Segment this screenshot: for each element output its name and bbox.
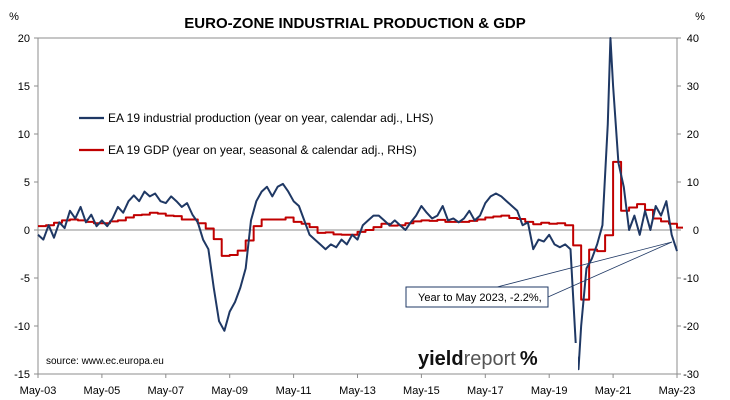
right-tick-label: -30 (683, 369, 699, 381)
right-tick-label: -10 (683, 273, 699, 285)
x-tick-label: May-19 (531, 385, 568, 397)
x-tick-label: May-09 (211, 385, 248, 397)
chart-title: EURO-ZONE INDUSTRIAL PRODUCTION & GDP (184, 15, 525, 32)
right-tick-label: -20 (683, 321, 699, 333)
left-tick-label: 15 (18, 81, 30, 93)
left-tick-label: 10 (18, 129, 30, 141)
series-line-industrial-production (37, 37, 678, 371)
legend-label-ip: EA 19 industrial production (year on yea… (108, 111, 434, 125)
series-layer (37, 37, 683, 371)
annotation-leader-1 (547, 241, 673, 298)
left-tick-label: 5 (24, 177, 30, 189)
source-note: source: www.ec.europa.eu (46, 356, 164, 367)
left-tick-label: -15 (14, 369, 30, 381)
x-tick-label: May-13 (339, 385, 376, 397)
right-tick-label: 30 (687, 81, 699, 93)
left-tick-label: -5 (20, 273, 30, 285)
left-tick-label: 20 (18, 33, 30, 45)
x-axis: May-03 May-05 May-07 May-09 May-11 May-13 May-… (20, 374, 696, 397)
series-line-gdp (38, 160, 683, 301)
x-tick-label: May-05 (84, 385, 121, 397)
left-tick-label: -10 (14, 321, 30, 333)
x-tick-label: May-03 (20, 385, 57, 397)
x-tick-label: May-07 (147, 385, 184, 397)
annotation-leader-2 (496, 241, 673, 288)
x-tick-label: May-23 (659, 385, 696, 397)
left-axis: 20 15 10 5 0 -5 -10 -15 (14, 33, 38, 381)
right-tick-label: 40 (687, 33, 699, 45)
x-tick-label: May-15 (403, 385, 440, 397)
left-axis-unit: % (9, 11, 19, 23)
right-tick-label: 0 (693, 225, 699, 237)
x-tick-label: May-17 (467, 385, 504, 397)
logo-text: yieldreport% (418, 348, 538, 370)
yieldreport-logo: yieldreport% (412, 343, 578, 371)
logo-background (412, 343, 578, 371)
x-tick-label: May-21 (595, 385, 632, 397)
left-tick-label: 0 (24, 225, 30, 237)
x-tick-label: May-11 (276, 385, 312, 397)
annotation-text: Year to May 2023, -2.2%, (418, 292, 542, 304)
right-tick-label: 10 (687, 177, 699, 189)
annotation-box (405, 286, 549, 308)
legend: EA 19 industrial production (year on yea… (79, 111, 434, 157)
right-axis-unit: % (695, 11, 705, 23)
right-tick-label: 20 (687, 129, 699, 141)
legend-label-gdp: EA 19 GDP (year on year, seasonal & cale… (108, 143, 417, 157)
right-axis: 40 30 20 10 0 -10 -20 -30 (677, 33, 699, 381)
